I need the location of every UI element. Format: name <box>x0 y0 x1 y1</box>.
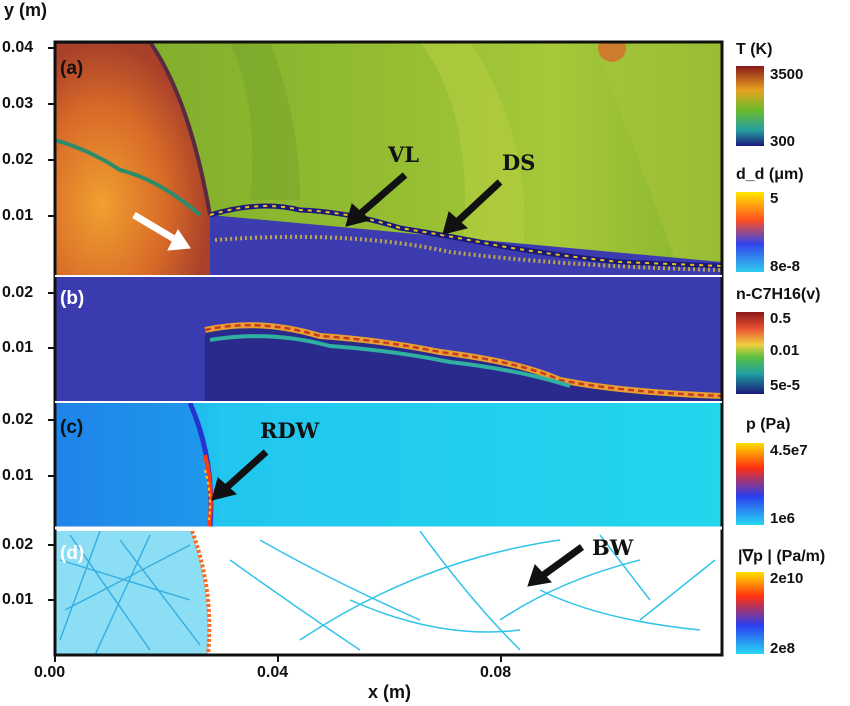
colorbar-p <box>736 443 764 525</box>
annotation-bw: BW <box>592 535 634 560</box>
colorbar-gradp-max: 2e10 <box>770 570 804 587</box>
panel-d-field <box>55 531 722 655</box>
colorbar-t-max: 3500 <box>770 66 804 83</box>
white-arrow <box>132 211 191 251</box>
colorbar-t-title: T (K) <box>736 41 773 58</box>
panel-tag-b: (b) <box>60 288 85 309</box>
y-tick: 0.01 <box>2 339 34 356</box>
x-tick: 0.00 <box>34 664 66 681</box>
colorbar-gradp-title: |∇p | (Pa/m) <box>738 548 826 565</box>
colorbar-p-min: 1e6 <box>770 510 796 527</box>
colorbar-c7h16-mid: 0.01 <box>770 342 800 359</box>
y-tick: 0.03 <box>2 95 34 112</box>
colorbar-t-min: 300 <box>770 133 796 150</box>
x-tick: 0.08 <box>480 664 512 681</box>
annotation-vl: VL <box>388 142 420 167</box>
y-tick: 0.04 <box>2 39 34 56</box>
y-tick: 0.02 <box>2 411 34 428</box>
colorbar-p-title: p (Pa) <box>746 416 791 433</box>
annotation-rdw: RDW <box>260 418 320 443</box>
panel-b-field <box>55 277 723 401</box>
y-tick: 0.02 <box>2 536 34 553</box>
colorbar-c7h16 <box>736 312 764 394</box>
colorbar-p-max: 4.5e7 <box>770 442 808 459</box>
panel-tag-c: (c) <box>60 417 84 438</box>
colorbar-t <box>736 66 764 146</box>
axis-ticks <box>48 47 502 662</box>
colorbar-c7h16-max: 0.5 <box>770 310 791 327</box>
y-tick: 0.01 <box>2 591 34 608</box>
panel-tag-a: (a) <box>60 58 84 79</box>
colorbar-dd-max: 5 <box>770 190 779 207</box>
colorbar-dd-min: 8e-8 <box>770 258 801 275</box>
annotation-ds: DS <box>502 150 536 175</box>
colorbar-dd-title: d_d (μm) <box>736 166 804 183</box>
panel-c-field <box>55 401 722 528</box>
colorbar-c7h16-min: 5e-5 <box>770 377 801 394</box>
y-tick: 0.02 <box>2 284 34 301</box>
colorbar-gradp <box>736 572 764 654</box>
colorbar-dd <box>736 192 764 272</box>
panel-tag-d: (d) <box>60 543 85 564</box>
x-tick: 0.04 <box>257 664 289 681</box>
y-tick: 0.02 <box>2 151 34 168</box>
colorbar-c7h16-title: n-C7H16(v) <box>736 286 821 303</box>
y-tick: 0.01 <box>2 467 34 484</box>
y-tick: 0.01 <box>2 207 34 224</box>
x-axis-label: x (m) <box>368 682 412 702</box>
y-axis-label: y (m) <box>4 0 48 20</box>
colorbar-gradp-min: 2e8 <box>770 640 796 657</box>
annotation-arrows <box>211 172 585 587</box>
